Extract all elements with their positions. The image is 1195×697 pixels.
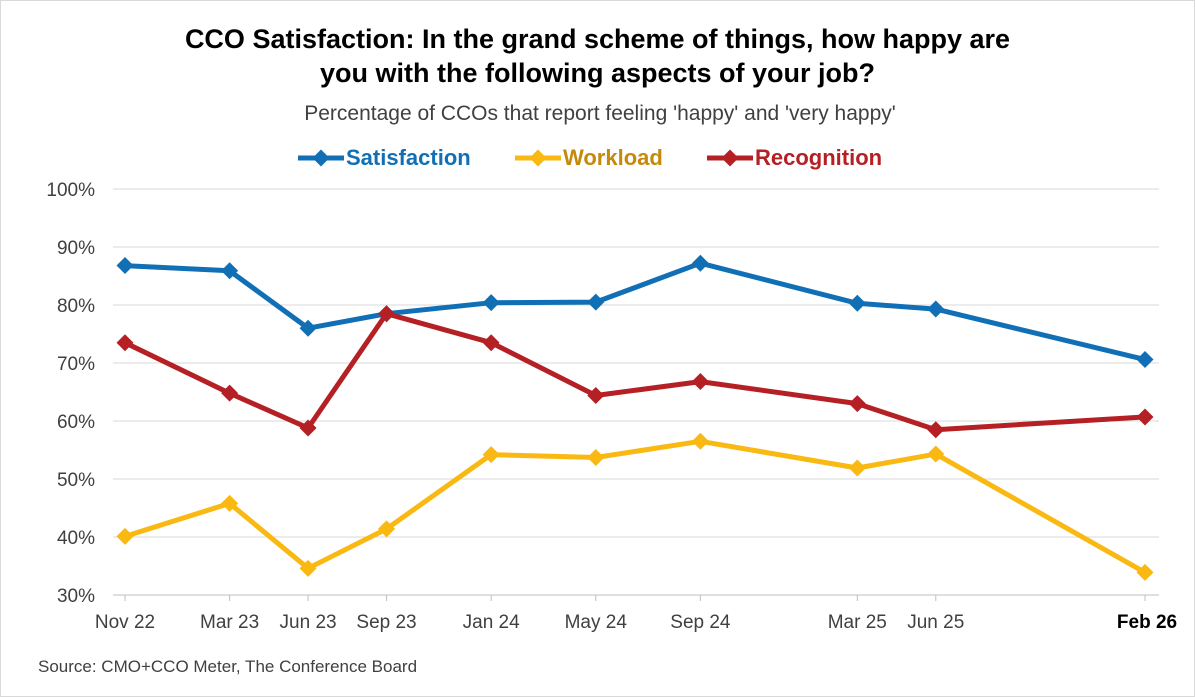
chart-title-line-2: you with the following aspects of your j…: [319, 58, 875, 88]
y-tick-label: 50%: [57, 470, 95, 491]
data-point-workload: [927, 445, 945, 463]
data-point-satisfaction: [927, 300, 945, 318]
x-tick-label: Sep 23: [356, 612, 416, 633]
legend-item-satisfaction[interactable]: Satisfaction: [298, 143, 471, 173]
data-point-satisfaction: [221, 262, 239, 280]
legend-label-satisfaction: Satisfaction: [346, 145, 471, 170]
series-line-recognition: [122, 311, 1148, 433]
data-point-recognition: [927, 421, 945, 439]
data-point-satisfaction: [587, 293, 605, 311]
series-line-satisfaction: [122, 260, 1148, 362]
data-point-workload: [587, 449, 605, 467]
data-point-workload: [691, 432, 709, 450]
data-point-workload: [1136, 563, 1154, 581]
data-point-workload: [221, 494, 239, 512]
legend-swatch-workload: [515, 149, 561, 167]
source-note: Source: CMO+CCO Meter, The Conference Bo…: [38, 657, 418, 676]
x-tick-label: Mar 25: [828, 612, 887, 633]
y-tick-label: 100%: [46, 180, 95, 201]
chart-legend: Satisfaction Workload Recognition: [0, 143, 1195, 173]
legend-swatch-recognition: [707, 149, 753, 167]
y-tick-label: 70%: [57, 354, 95, 375]
y-tick-label: 90%: [57, 238, 95, 259]
data-point-satisfaction: [848, 294, 866, 312]
y-tick-label: 40%: [57, 528, 95, 549]
x-tick-label: Nov 22: [95, 612, 155, 633]
x-tick-label: Feb 26: [1117, 612, 1177, 633]
data-point-workload: [848, 459, 866, 477]
data-point-satisfaction: [116, 257, 134, 275]
data-point-workload: [378, 520, 396, 538]
chart-subtitle: Percentage of CCOs that report feeling '…: [304, 102, 896, 125]
chart-title-line-1: CCO Satisfaction: In the grand scheme of…: [184, 24, 1011, 54]
x-tick-label: Sep 24: [670, 612, 731, 633]
x-tick-label: Mar 23: [200, 612, 259, 633]
data-point-recognition: [1136, 408, 1154, 426]
y-tick-label: 30%: [57, 586, 95, 607]
data-point-recognition: [221, 384, 239, 402]
data-point-recognition: [116, 334, 134, 352]
data-point-workload: [299, 559, 317, 577]
data-point-satisfaction: [1136, 351, 1154, 369]
data-point-workload: [482, 446, 500, 464]
x-tick-label: Jun 25: [907, 612, 964, 633]
series-line-workload: [122, 438, 1148, 575]
legend-swatch-satisfaction: [298, 149, 344, 167]
x-tick-label: May 24: [565, 612, 628, 633]
data-point-recognition: [299, 419, 317, 437]
legend-label-workload: Workload: [563, 145, 663, 170]
y-tick-label: 60%: [57, 412, 95, 433]
data-point-recognition: [482, 334, 500, 352]
data-point-satisfaction: [691, 254, 709, 272]
y-tick-label: 80%: [57, 296, 95, 317]
data-point-recognition: [378, 305, 396, 323]
data-point-recognition: [848, 395, 866, 413]
legend-item-workload[interactable]: Workload: [515, 143, 663, 173]
data-point-recognition: [691, 373, 709, 391]
legend-item-recognition[interactable]: Recognition: [707, 143, 882, 173]
data-point-recognition: [587, 386, 605, 404]
x-tick-label: Jun 23: [280, 612, 337, 633]
data-point-satisfaction: [299, 319, 317, 337]
legend-label-recognition: Recognition: [755, 145, 883, 170]
chart-title: CCO Satisfaction: In the grand scheme of…: [0, 22, 1195, 90]
data-point-workload: [116, 527, 134, 545]
x-tick-label: Jan 24: [463, 612, 520, 633]
data-point-satisfaction: [482, 294, 500, 312]
